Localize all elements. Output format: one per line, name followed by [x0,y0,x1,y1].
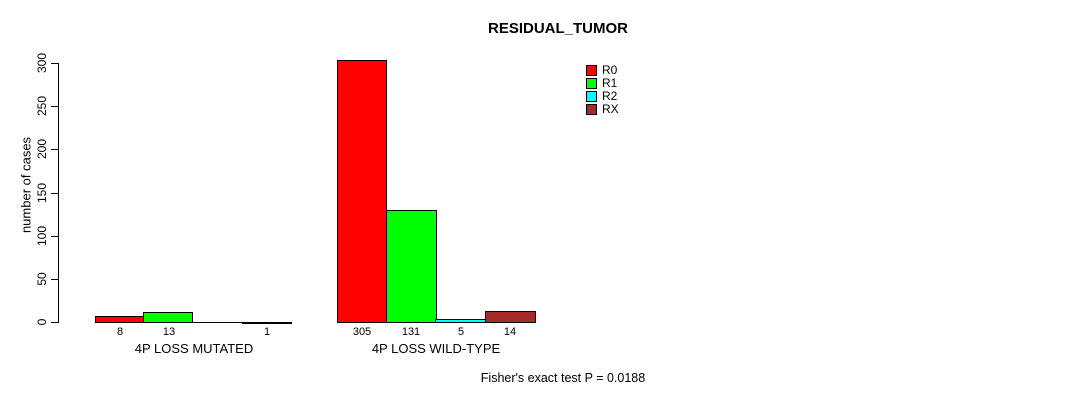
legend-swatch-R1 [586,78,597,89]
legend-label: R2 [602,89,618,103]
y-axis-tick-label: 150 [35,182,49,204]
legend-row: R0 [586,63,619,77]
group-baseline [95,322,292,323]
bar-R0 [95,316,144,323]
bar-count-label: 8 [116,326,124,338]
y-axis-tick-label: 300 [35,52,49,74]
bar-RX [242,322,292,324]
bar-R1 [386,210,437,323]
bar-count-label: 5 [457,326,465,338]
legend: R0 R1 R2 RX [586,63,619,116]
y-axis-tick [51,279,58,280]
legend-label: R1 [602,76,618,90]
legend-label: R0 [602,63,618,77]
bar-R1 [143,312,193,323]
group-label: 4P LOSS WILD-TYPE [371,341,501,356]
bar-count-label: 305 [352,326,372,338]
chart-title: RESIDUAL_TUMOR [487,20,629,37]
y-axis-tick [51,322,58,323]
bar-count-label: 131 [401,326,421,338]
y-axis-title: number of cases [18,136,34,234]
legend-swatch-R0 [586,65,597,76]
y-axis-tick [51,63,58,64]
y-axis-tick-label: 100 [35,225,49,247]
y-axis-tick [51,149,58,150]
legend-row: R2 [586,89,619,103]
y-axis-tick-label: 250 [35,95,49,117]
bar-count-label: 1 [263,326,271,338]
y-axis-tick [51,193,58,194]
y-axis-tick-label: 0 [35,318,49,326]
legend-swatch-RX [586,104,597,115]
bar-R0 [337,60,387,323]
y-axis-tick-label: 50 [35,272,49,286]
statistical-test-label: Fisher's exact test P = 0.0188 [480,371,646,385]
bar-RX [485,311,536,323]
legend-label: RX [602,102,619,116]
bar-count-label: 14 [503,326,517,338]
bar-R2 [435,319,486,323]
y-axis-tick [51,106,58,107]
legend-row: R1 [586,76,619,90]
group-label: 4P LOSS MUTATED [134,341,254,356]
y-axis-tick [51,236,58,237]
legend-row: RX [586,102,619,116]
legend-swatch-R2 [586,91,597,102]
y-axis-line [58,63,59,323]
bar-count-label: 13 [162,326,176,338]
y-axis-tick-label: 200 [35,138,49,160]
